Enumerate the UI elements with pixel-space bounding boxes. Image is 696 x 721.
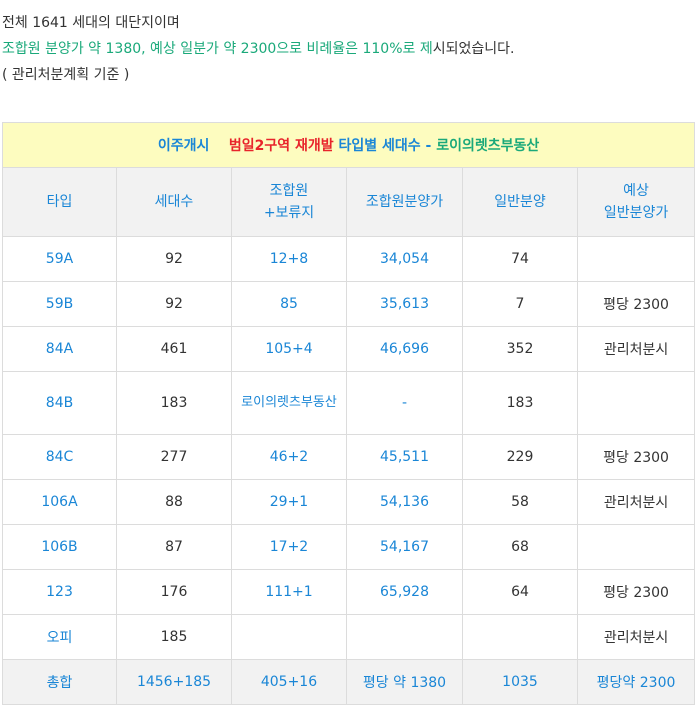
table-cell: 183 — [116, 371, 232, 435]
table-total-row: 총합 1456+185 405+16 평당 약 1380 1035 평당약 23… — [2, 659, 696, 705]
table-cell: 105+4 — [231, 326, 347, 372]
table-cell: 평당 2300 — [576, 434, 696, 480]
title-part-4: 로이의렛츠부동산 — [436, 138, 540, 154]
total-cell: 1035 — [462, 659, 578, 705]
header-members: 조합원 +보류지 — [231, 167, 347, 237]
intro-line-3: ( 관리처분계획 기준 ) — [2, 67, 130, 83]
table-cell — [576, 371, 696, 435]
table-cell: 111+1 — [231, 569, 347, 615]
table-title-row: 이주개시 범일2구역 재개발 타입별 세대수 - 로이의렛츠부동산 — [1, 122, 696, 168]
table-cell: 87 — [116, 524, 232, 570]
title-part-2: 범일2구역 재개발 — [228, 138, 334, 154]
table-cell: 58 — [462, 479, 578, 525]
table-row: 106B 87 17+2 54,167 68 — [2, 524, 696, 570]
table-cell: 59A — [2, 236, 117, 282]
table-cell: 평당 2300 — [576, 569, 696, 615]
table-cell — [576, 236, 696, 282]
table-cell: 92 — [116, 236, 232, 282]
table-cell: 84C — [2, 434, 117, 480]
table-cell: 106A — [2, 479, 117, 525]
table-cell: 183 — [462, 371, 578, 435]
table-cell: 277 — [116, 434, 232, 480]
table-cell: 352 — [462, 326, 578, 372]
table-cell: 123 — [2, 569, 117, 615]
table-body: 59A 92 12+8 34,054 74 59B 92 85 35,613 7 평당 2300 84… — [2, 236, 696, 660]
table-cell: 88 — [116, 479, 232, 525]
total-cell: 405+16 — [231, 659, 347, 705]
header-general-sale: 일반분양 — [462, 167, 578, 237]
table-cell: 관리처분시 — [576, 326, 696, 372]
table-cell: 17+2 — [231, 524, 347, 570]
title-part-3: 타입별 세대수 - — [338, 138, 432, 154]
table-cell: 46+2 — [231, 434, 347, 480]
total-cell: 1456+185 — [116, 659, 232, 705]
table-cell: 92 — [116, 281, 232, 327]
table-title: 이주개시 범일2구역 재개발 타입별 세대수 - 로이의렛츠부동산 — [1, 122, 696, 168]
table-cell: 평당 2300 — [576, 281, 696, 327]
table-row: 84C 277 46+2 45,511 229 평당 2300 — [2, 434, 696, 480]
table-cell: 106B — [2, 524, 117, 570]
table-cell — [346, 614, 463, 660]
table-cell: 관리처분시 — [576, 614, 696, 660]
table-cell: 12+8 — [231, 236, 347, 282]
table-row: 84A 461 105+4 46,696 352 관리처분시 — [2, 326, 696, 372]
table-header-row: 타입 세대수 조합원 +보류지 조합원분양가 일반분양 예상 일반분양가 — [2, 167, 696, 237]
table-cell: 34,054 — [346, 236, 463, 282]
table-cell: 관리처분시 — [576, 479, 696, 525]
total-cell: 평당약 2300 — [576, 659, 696, 705]
table-row: 59B 92 85 35,613 7 평당 2300 — [2, 281, 696, 327]
header-type: 타입 — [2, 167, 117, 237]
table-cell: 229 — [462, 434, 578, 480]
table-cell: 84B — [2, 371, 117, 435]
table-row: 106A 88 29+1 54,136 58 관리처분시 — [2, 479, 696, 525]
intro-line-2-green: 조합원 분양가 약 1380, 예상 일분가 약 2300으로 비례율은 110… — [2, 41, 433, 57]
table-cell: 461 — [116, 326, 232, 372]
header-households: 세대수 — [116, 167, 232, 237]
table-cell: 35,613 — [346, 281, 463, 327]
title-part-1: 이주개시 — [157, 138, 210, 154]
table-cell: - — [346, 371, 463, 435]
table-cell: 45,511 — [346, 434, 463, 480]
total-cell: 총합 — [2, 659, 117, 705]
table-cell: 59B — [2, 281, 117, 327]
intro-text: 전체 1641 세대의 대단지이며 조합원 분양가 약 1380, 예상 일분가… — [2, 10, 514, 88]
table-row: 오피 185 관리처분시 — [2, 614, 696, 660]
table-row: 123 176 111+1 65,928 64 평당 2300 — [2, 569, 696, 615]
table-cell: 64 — [462, 569, 578, 615]
table-cell: 29+1 — [231, 479, 347, 525]
total-cell: 평당 약 1380 — [346, 659, 463, 705]
intro-line-2-dark: 시되었습니다. — [432, 41, 515, 57]
table-cell — [462, 614, 578, 660]
table-cell: 185 — [116, 614, 232, 660]
table-row: 59A 92 12+8 34,054 74 — [2, 236, 696, 282]
intro-line-1: 전체 1641 세대의 대단지이며 — [2, 15, 180, 31]
table-cell: 로이의렛츠부동산 — [231, 371, 347, 435]
table-cell: 오피 — [2, 614, 117, 660]
header-expected-price: 예상 일반분양가 — [576, 167, 696, 237]
table-cell: 7 — [462, 281, 578, 327]
household-table: 이주개시 범일2구역 재개발 타입별 세대수 - 로이의렛츠부동산 타입 세대수… — [1, 122, 696, 705]
table-cell: 65,928 — [346, 569, 463, 615]
table-row: 84B 183 로이의렛츠부동산 -183 — [2, 371, 696, 435]
header-member-price: 조합원분양가 — [346, 167, 463, 237]
intro-line-2: 조합원 분양가 약 1380, 예상 일분가 약 2300으로 비례율은 110… — [2, 36, 514, 62]
table-cell: 85 — [231, 281, 347, 327]
table-cell: 54,136 — [346, 479, 463, 525]
table-cell: 176 — [116, 569, 232, 615]
table-cell: 74 — [462, 236, 578, 282]
table-cell — [576, 524, 696, 570]
table-cell: 54,167 — [346, 524, 463, 570]
table-cell: 84A — [2, 326, 117, 372]
table-cell: 46,696 — [346, 326, 463, 372]
table-cell — [231, 614, 347, 660]
table-cell: 68 — [462, 524, 578, 570]
